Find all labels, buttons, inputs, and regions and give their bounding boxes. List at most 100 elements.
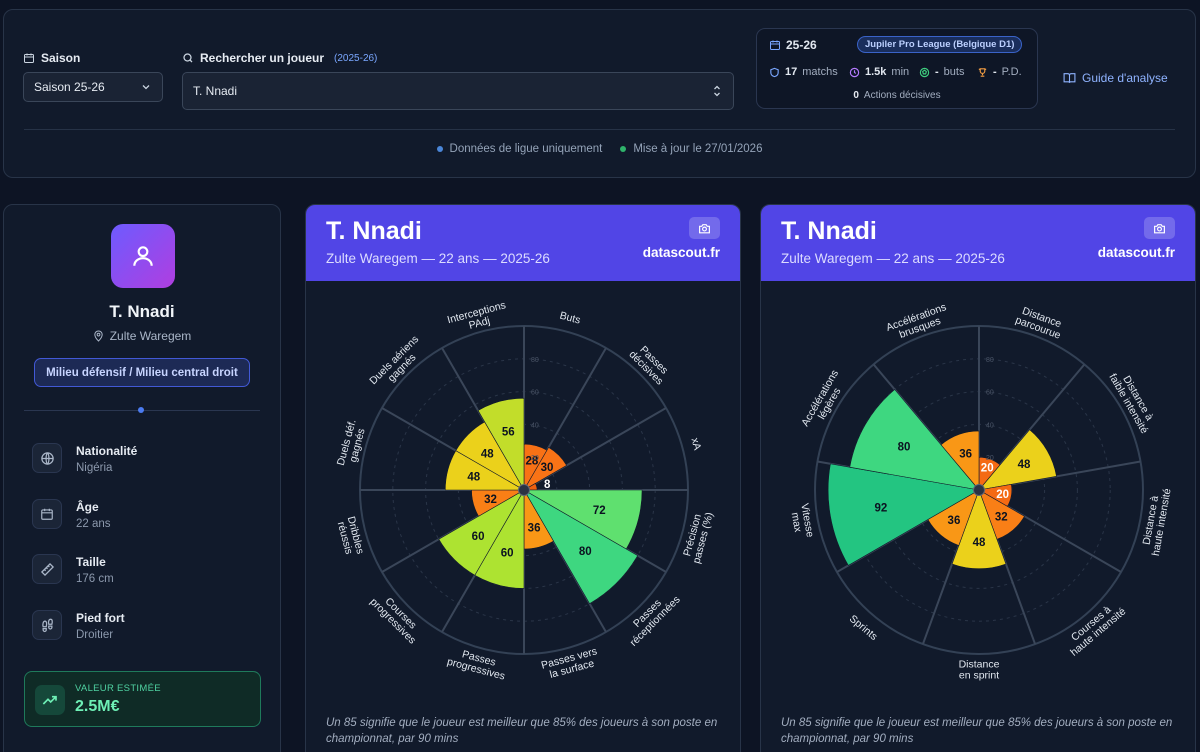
info-title: Taille	[76, 555, 106, 569]
radar-value-label: 36	[528, 523, 541, 535]
radar-subtitle: Zulte Waregem — 22 ans — 2025-26	[781, 251, 1005, 266]
radar-site: datascout.fr	[642, 245, 720, 260]
player-club-text: Zulte Waregem	[109, 329, 192, 343]
radar-wedge	[438, 489, 525, 576]
calendar-icon	[32, 499, 62, 529]
assists-value: -	[993, 66, 997, 78]
radar-value-label: 32	[995, 512, 1008, 524]
goals-stat: - buts	[919, 66, 964, 78]
player-name: T. Nnadi	[109, 302, 175, 321]
radar-category-label: Passesprogressives	[446, 645, 509, 683]
minutes-value: 1.5k	[865, 66, 887, 78]
radar-value-label: 72	[593, 505, 606, 517]
radar-value-label: 48	[467, 472, 480, 484]
radar-wedge	[523, 489, 639, 605]
trophy-icon	[978, 67, 987, 77]
radar-value-label: 60	[501, 548, 514, 560]
radar-category-label: Buts	[558, 310, 581, 327]
decisive-actions: 0 Actions décisives	[757, 90, 1037, 101]
radar-wedge	[951, 489, 1007, 570]
info-value: 176 cm	[76, 573, 114, 585]
radar-value-label: 60	[472, 531, 485, 543]
radar-value-label: 28	[525, 456, 538, 468]
season-select[interactable]: Saison 25-26	[23, 72, 163, 102]
football-icon	[919, 67, 930, 77]
info-nationality: Nationalité Nigéria	[32, 443, 137, 474]
radar-category-label: InterceptionsPAdj	[446, 299, 510, 337]
calendar-icon	[770, 40, 780, 50]
updated-text: Mise à jour le 27/01/2026	[633, 143, 763, 155]
minutes-label: min	[891, 66, 910, 78]
globe-icon	[32, 443, 62, 473]
league-only-text: Données de ligue uniquement	[449, 143, 603, 155]
player-search-value: T. Nnadi	[193, 84, 238, 98]
radar-tick-label: 40	[531, 422, 539, 429]
radar-wedge	[849, 389, 980, 491]
calendar-icon	[24, 53, 34, 63]
position-badge: Milieu défensif / Milieu central droit	[34, 358, 250, 387]
radar-tick-label: 60	[531, 390, 539, 397]
player-profile-card: T. Nnadi Zulte Waregem Milieu défensif /…	[3, 204, 281, 752]
radar-wedge	[827, 463, 980, 566]
radar-category-label: xA	[689, 436, 704, 451]
league-badge: Jupiler Pro League (Belgique D1)	[857, 36, 1023, 53]
radar-center-dot	[973, 484, 985, 496]
radar-note: Un 85 signifie que le joueur est meilleu…	[326, 717, 718, 745]
radar-tick-label: 40	[986, 422, 994, 429]
avatar	[111, 224, 175, 288]
guide-link[interactable]: Guide d'analyse	[1063, 71, 1168, 85]
radar-value-label: 80	[898, 442, 911, 454]
radar-header: T. Nnadi Zulte Waregem — 22 ans — 2025-2…	[761, 205, 1195, 281]
radar-wedge	[978, 429, 1057, 491]
guide-link-label: Guide d'analyse	[1082, 71, 1168, 85]
estimated-value-amount: 2.5M€	[75, 698, 120, 715]
radar-category-label: Duels déf.gagnés	[335, 418, 369, 470]
search-icon	[183, 53, 193, 63]
radar-tick-label: 20	[986, 455, 994, 462]
radar-value-label: 92	[875, 502, 888, 514]
profile-divider-dot	[138, 407, 144, 413]
camera-icon	[699, 223, 710, 233]
radar-subtitle: Zulte Waregem — 22 ans — 2025-26	[326, 251, 550, 266]
radar-tick-label: 60	[986, 390, 994, 397]
radar-player-name: T. Nnadi	[326, 217, 422, 245]
radar-value-label: 8	[544, 479, 551, 491]
radar-category-label: Passes versla surface	[540, 645, 601, 682]
clock-icon	[849, 67, 860, 77]
radar-value-label: 80	[579, 546, 592, 558]
season-select-value: Saison 25-26	[34, 80, 105, 94]
radar-wedge	[477, 397, 525, 492]
ruler-icon	[32, 554, 62, 584]
radar-value-label: 30	[541, 462, 554, 474]
map-pin-icon	[94, 330, 103, 342]
radar-category-label: Passesréceptionnées	[620, 586, 683, 649]
book-icon	[1063, 73, 1076, 83]
radar-value-label: 48	[973, 537, 986, 549]
radar-category-label: Distance àhaute intensité	[1139, 485, 1174, 556]
info-title: Âge	[76, 500, 99, 514]
radar-value-label: 56	[502, 426, 515, 438]
radar-wedge	[940, 430, 980, 491]
footprints-icon	[32, 610, 62, 640]
info-title: Nationalité	[76, 444, 138, 458]
camera-button[interactable]	[689, 217, 720, 239]
summary-season: 25-26	[769, 38, 817, 52]
season-label: Saison	[23, 51, 80, 65]
estimated-value-card: VALEUR ESTIMÉE 2.5M€	[24, 671, 261, 727]
radar-value-label: 20	[981, 462, 994, 474]
radar-wedge	[523, 446, 568, 491]
radar-value-label: 36	[948, 515, 961, 527]
radar-category-label: Dribblesréussis	[334, 515, 366, 558]
camera-button[interactable]	[1144, 217, 1175, 239]
radar-card-offensive: T. Nnadi Zulte Waregem — 22 ans — 2025-2…	[305, 204, 741, 752]
radar-player-name: T. Nnadi	[781, 217, 877, 245]
radar-category-label: Coursesprogressives	[368, 588, 426, 646]
estimated-value-label: VALEUR ESTIMÉE	[75, 683, 161, 694]
player-search-select[interactable]: T. Nnadi	[182, 72, 734, 110]
radar-header: T. Nnadi Zulte Waregem — 22 ans — 2025-2…	[306, 205, 740, 281]
search-label: Rechercher un joueur (2025-26)	[182, 51, 377, 65]
radar-tick-label: 80	[986, 357, 994, 364]
season-summary-card: 25-26 Jupiler Pro League (Belgique D1) 1…	[756, 28, 1038, 109]
radar-category-label: Passesdécisives	[626, 341, 673, 388]
